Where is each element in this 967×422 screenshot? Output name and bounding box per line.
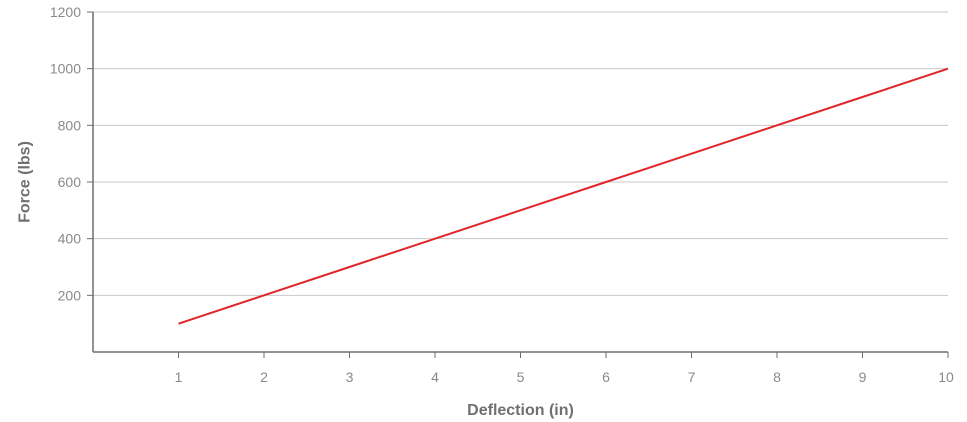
- x-tick-label: 8: [773, 369, 781, 385]
- x-tick-label: 3: [346, 369, 354, 385]
- y-axis-title: Force (lbs): [17, 141, 34, 223]
- x-tick-label: 4: [431, 369, 439, 385]
- y-tick-label: 600: [58, 174, 82, 190]
- x-tick-label: 5: [517, 369, 525, 385]
- y-tick-label: 400: [58, 231, 82, 247]
- x-tick-label: 9: [859, 369, 867, 385]
- x-axis-title: Deflection (in): [467, 402, 574, 419]
- x-tick-label: 6: [602, 369, 610, 385]
- y-tick-label: 1200: [50, 4, 81, 20]
- tick-labels: 200 400 600 800 1000 1200 1 2 3 4 5 6 7 8 9 10: [50, 4, 954, 385]
- axes: [87, 11, 949, 358]
- x-tick-label: 7: [688, 369, 696, 385]
- y-tick-label: 200: [58, 287, 82, 303]
- grid-lines: [93, 11, 948, 296]
- data-series: [178, 67, 949, 325]
- x-tick-label: 10: [938, 369, 954, 385]
- series-line-0: [178, 67, 949, 325]
- y-tick-label: 1000: [50, 61, 81, 77]
- y-tick-label: 800: [58, 117, 82, 133]
- x-tick-label: 1: [175, 369, 183, 385]
- x-tick-label: 2: [260, 369, 268, 385]
